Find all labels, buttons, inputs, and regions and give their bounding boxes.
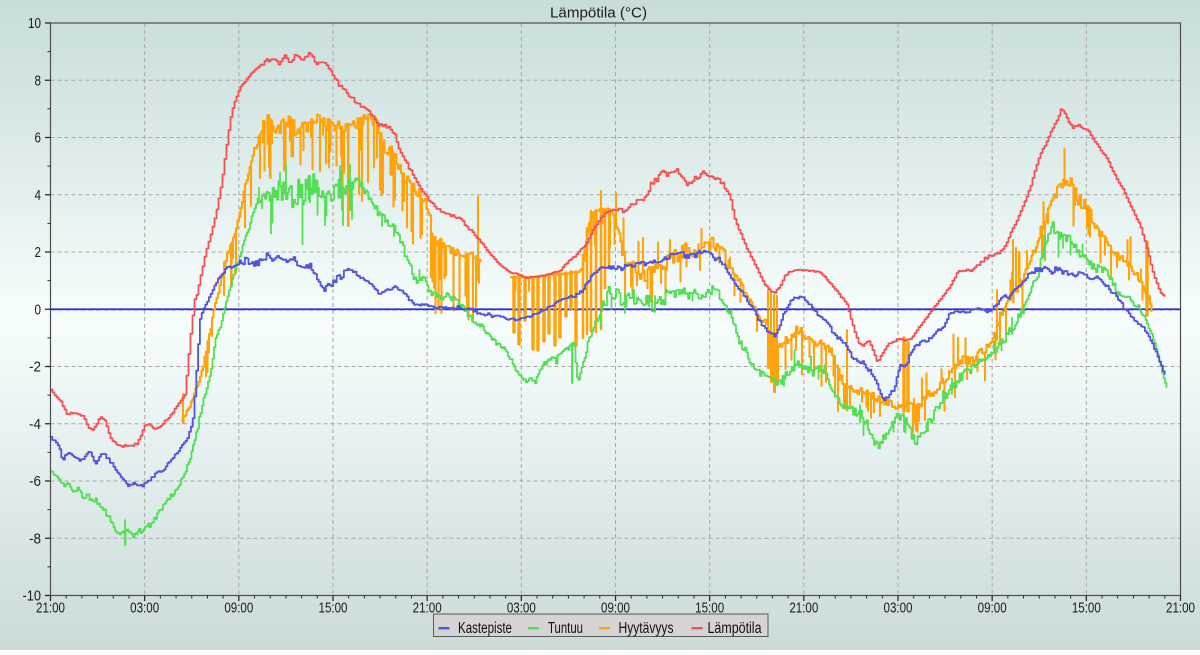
svg-text:Tuntuu: Tuntuu xyxy=(548,620,583,637)
svg-text:09:00: 09:00 xyxy=(978,600,1007,616)
svg-text:-8: -8 xyxy=(29,531,41,547)
svg-text:Kastepiste: Kastepiste xyxy=(458,620,512,637)
svg-text:2: 2 xyxy=(35,245,42,261)
svg-text:09:00: 09:00 xyxy=(224,600,253,616)
svg-text:6: 6 xyxy=(35,131,42,147)
svg-text:-4: -4 xyxy=(29,417,41,433)
svg-text:15:00: 15:00 xyxy=(695,600,724,616)
svg-text:21:00: 21:00 xyxy=(1166,600,1195,616)
svg-text:10: 10 xyxy=(28,16,41,32)
svg-text:03:00: 03:00 xyxy=(130,600,159,616)
svg-text:Hyytävyys: Hyytävyys xyxy=(619,620,674,637)
svg-text:09:00: 09:00 xyxy=(601,600,630,616)
svg-text:21:00: 21:00 xyxy=(413,600,442,616)
svg-text:4: 4 xyxy=(35,188,42,204)
svg-text:21:00: 21:00 xyxy=(789,600,818,616)
svg-text:15:00: 15:00 xyxy=(1072,600,1101,616)
svg-text:0: 0 xyxy=(35,302,42,318)
svg-text:-2: -2 xyxy=(29,360,41,376)
svg-text:-6: -6 xyxy=(29,474,41,490)
svg-text:Lämpötila (°C): Lämpötila (°C) xyxy=(550,5,647,21)
svg-text:8: 8 xyxy=(35,73,42,89)
svg-text:15:00: 15:00 xyxy=(319,600,348,616)
svg-text:Lämpötila: Lämpötila xyxy=(708,620,762,637)
svg-text:03:00: 03:00 xyxy=(884,600,913,616)
svg-text:03:00: 03:00 xyxy=(507,600,536,616)
svg-text:21:00: 21:00 xyxy=(36,600,65,616)
svg-text:-10: -10 xyxy=(23,589,42,605)
